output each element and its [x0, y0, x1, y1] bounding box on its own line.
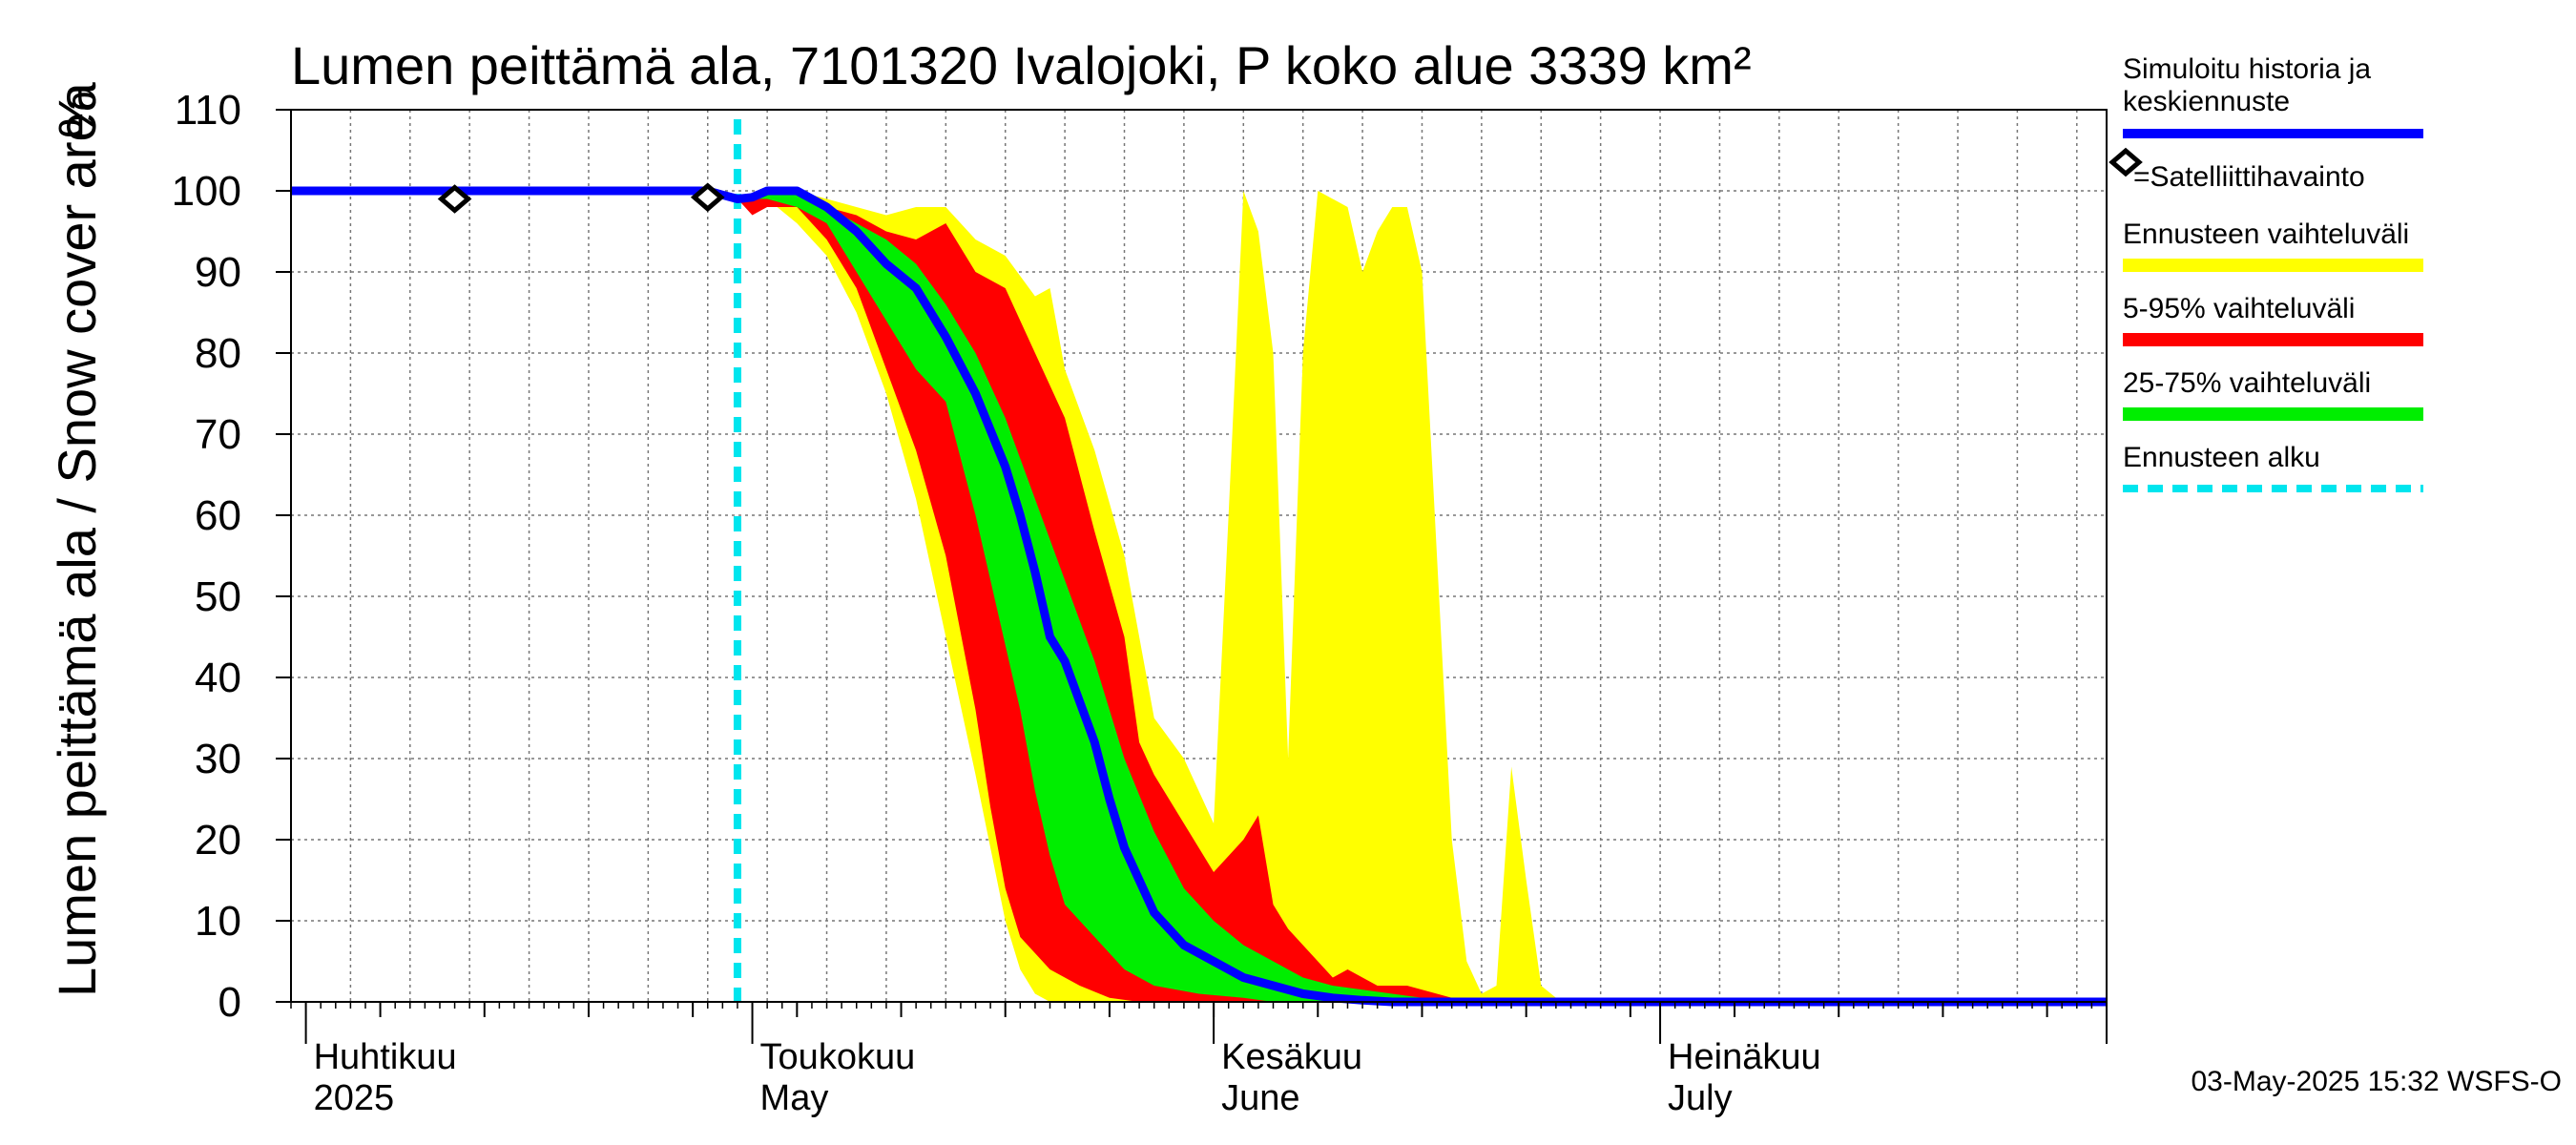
legend-label-simulated-line-2: keskiennuste: [2123, 86, 2290, 117]
legend: Simuloitu historia ja keskiennuste =Sate…: [2109, 53, 2423, 492]
legend-label-forecast-range: Ennusteen vaihteluväli: [2123, 219, 2409, 250]
y-tick-label: 60: [195, 492, 241, 539]
y-tick-label: 110: [175, 87, 241, 134]
timestamp-footer: 03-May-2025 15:32 WSFS-O: [2192, 1066, 2563, 1097]
y-tick-label: 30: [195, 736, 241, 782]
band-layer: [737, 191, 2107, 1002]
legend-label-forecast-start: Ennusteen alku: [2123, 442, 2320, 473]
satellite-observation-marker: [690, 182, 725, 213]
y-tick-label: 90: [195, 249, 241, 296]
x-month-label: Toukokuu: [760, 1037, 916, 1077]
y-tick-label: 50: [195, 573, 241, 620]
x-month-label: Heinäkuu: [1668, 1037, 1821, 1077]
satellite-observation-marker: [437, 184, 472, 214]
series-line-simulated: [291, 186, 2107, 1007]
x-month-sublabel: June: [1221, 1078, 1299, 1118]
y-tick-label: 40: [195, 655, 241, 701]
legend-label-simulated-line-1: Simuloitu historia ja: [2123, 53, 2371, 85]
y-tick-label: 0: [218, 979, 241, 1026]
y-tick-label: 20: [195, 817, 241, 864]
y-axis-unit: %: [47, 91, 107, 138]
legend-label-satellite: =Satelliittihavainto: [2133, 161, 2365, 193]
y-tick-label: 100: [172, 168, 241, 215]
x-month-sublabel: 2025: [314, 1078, 395, 1118]
legend-label-5-95: 5-95% vaihteluväli: [2123, 293, 2355, 324]
y-axis-label: Lumen peittämä ala / Snow cover area: [47, 81, 107, 997]
legend-swatch-satellite-diamond-icon: [2109, 147, 2143, 177]
band-25-75: [737, 191, 2107, 1002]
y-tick-label: 10: [195, 898, 241, 945]
y-tick-label: 80: [195, 330, 241, 377]
x-month-sublabel: July: [1668, 1078, 1733, 1118]
x-month-label: Huhtikuu: [314, 1037, 457, 1077]
chart-title: Lumen peittämä ala, 7101320 Ivalojoki, P…: [291, 35, 1752, 95]
y-tick-label: 70: [195, 411, 241, 458]
x-month-label: Kesäkuu: [1221, 1037, 1362, 1077]
legend-label-25-75: 25-75% vaihteluväli: [2123, 367, 2371, 399]
x-month-sublabel: May: [760, 1078, 829, 1118]
line-layer: [291, 119, 2107, 1007]
